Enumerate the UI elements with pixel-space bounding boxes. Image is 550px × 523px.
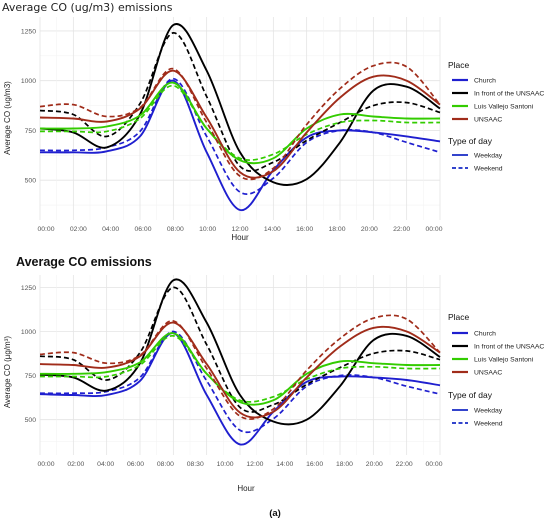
x-tick-labels: 00:00 02:00 04:00 06:00 08:00 10:00 12:00 14:00… <box>37 226 442 233</box>
legend-label: Luis Vallejo Santoni <box>474 356 534 363</box>
legend-place-title: Place <box>448 60 470 70</box>
x-tick-label: 10:00 <box>199 226 216 233</box>
x-tick-label: 00:00 <box>37 461 54 468</box>
legend-label: Weekend <box>474 165 503 172</box>
series-line-luis-vallejo-santoni-weekend <box>40 335 441 403</box>
legend-label: Church <box>474 77 496 84</box>
figure-caption: (a) <box>269 508 281 519</box>
y-tick-labels: 500 750 1000 1250 <box>21 28 36 184</box>
x-tick-label: 16:00 <box>306 461 323 468</box>
y-axis-label: Average CO (ug/m3) <box>3 81 12 155</box>
legend-bottom: Place Church In front of the UNSAAC Luis V… <box>448 312 544 427</box>
x-tick-label: 00:00 <box>425 461 442 468</box>
series-line-in-front-of-the-unsaac-weekday <box>39 278 441 426</box>
legend-label: In front of the UNSAAC <box>474 90 544 97</box>
legend-type-title: Type of day <box>448 390 493 400</box>
x-tick-label: 20:00 <box>361 226 378 233</box>
series-lines <box>39 23 441 211</box>
series-line-unsaac-weekday <box>39 321 441 419</box>
y-tick-label: 1000 <box>21 78 36 85</box>
legend-top: Place Church In front of the UNSAAC Luis V… <box>448 60 544 172</box>
x-axis-label: Hour <box>237 484 255 493</box>
legend-label: Weekend <box>474 420 503 427</box>
x-tick-label: 06:00 <box>134 226 151 233</box>
x-tick-label: 00:00 <box>425 226 442 233</box>
y-tick-labels: 500 750 1000 1250 <box>21 285 36 424</box>
x-tick-label: 12:00 <box>231 226 248 233</box>
chart-panel-bottom: Average CO emissions 500 750 1000 1250 00:0… <box>3 255 443 493</box>
chart-panel-top: Average CO (ug/m3) emissions 500 750 1000 1… <box>2 1 443 242</box>
y-axis-label: Average CO (µg/m³) <box>3 336 12 408</box>
x-tick-label: 16:00 <box>296 226 313 233</box>
x-tick-label: 20:00 <box>366 461 383 468</box>
legend-label: Church <box>474 330 496 337</box>
x-tick-labels: 00:00 02:00 04:00 06:00 08:00 08:30 10:00 12:00… <box>37 461 442 468</box>
chart-title: Average CO (ug/m3) emissions <box>2 1 173 14</box>
x-tick-label: 12:00 <box>246 461 263 468</box>
series-line-in-front-of-the-unsaac-weekday <box>39 23 441 186</box>
series-line-luis-vallejo-santoni-weekday <box>39 332 441 406</box>
x-tick-label: 00:00 <box>37 226 54 233</box>
series-line-unsaac-weekday <box>39 69 441 179</box>
x-tick-label: 22:00 <box>393 226 410 233</box>
x-tick-label: 02:00 <box>70 226 87 233</box>
legend-label: Weekday <box>474 407 503 414</box>
series-line-unsaac-weekend <box>39 61 441 181</box>
x-tick-label: 04:00 <box>102 226 119 233</box>
x-tick-label: 08:00 <box>167 226 184 233</box>
series-line-in-front-of-the-unsaac-weekend <box>39 32 441 172</box>
y-tick-label: 500 <box>25 178 37 185</box>
y-tick-label: 750 <box>25 373 37 380</box>
series-line-luis-vallejo-santoni-weekend <box>39 84 441 161</box>
legend-place-title: Place <box>448 312 470 322</box>
legend-label: UNSAAC <box>474 369 502 376</box>
chart-title: Average CO emissions <box>16 255 152 269</box>
y-tick-label: 1250 <box>21 28 36 35</box>
legend-type-items: Weekday Weekend <box>452 407 503 427</box>
series-line-unsaac-weekend <box>39 314 441 420</box>
x-tick-label: 14:00 <box>264 226 281 233</box>
series-line-in-front-of-the-unsaac-weekend <box>39 286 441 413</box>
y-tick-label: 1000 <box>21 329 36 336</box>
x-tick-label: 06:00 <box>127 461 144 468</box>
y-tick-label: 500 <box>25 417 37 424</box>
x-tick-label: 02:00 <box>67 461 84 468</box>
x-tick-label: 04:00 <box>97 461 114 468</box>
x-tick-label: 14:00 <box>276 461 293 468</box>
x-axis-label: Hour <box>231 233 249 242</box>
legend-label: UNSAAC <box>474 116 502 123</box>
x-tick-label: 22:00 <box>396 461 413 468</box>
x-tick-label: 10:00 <box>217 461 234 468</box>
x-tick-label: 08:30 <box>187 461 204 468</box>
legend-label: Luis Vallejo Santoni <box>474 103 534 110</box>
legend-type-title: Type of day <box>448 136 493 146</box>
legend-type-items: Weekday Weekend <box>452 152 503 172</box>
x-tick-label: 08:00 <box>157 461 174 468</box>
legend-place-items: Church In front of the UNSAAC Luis Vallejo… <box>452 330 544 376</box>
legend-label: In front of the UNSAAC <box>474 343 544 350</box>
series-line-luis-vallejo-santoni-weekday <box>39 81 441 165</box>
x-tick-label: 18:00 <box>328 226 345 233</box>
y-tick-label: 1250 <box>21 285 36 292</box>
legend-place-items: Church In front of the UNSAAC Luis Vallejo… <box>452 77 544 123</box>
legend-label: Weekday <box>474 152 503 159</box>
y-tick-label: 750 <box>25 128 37 135</box>
series-lines <box>39 278 441 446</box>
x-tick-label: 18:00 <box>336 461 353 468</box>
